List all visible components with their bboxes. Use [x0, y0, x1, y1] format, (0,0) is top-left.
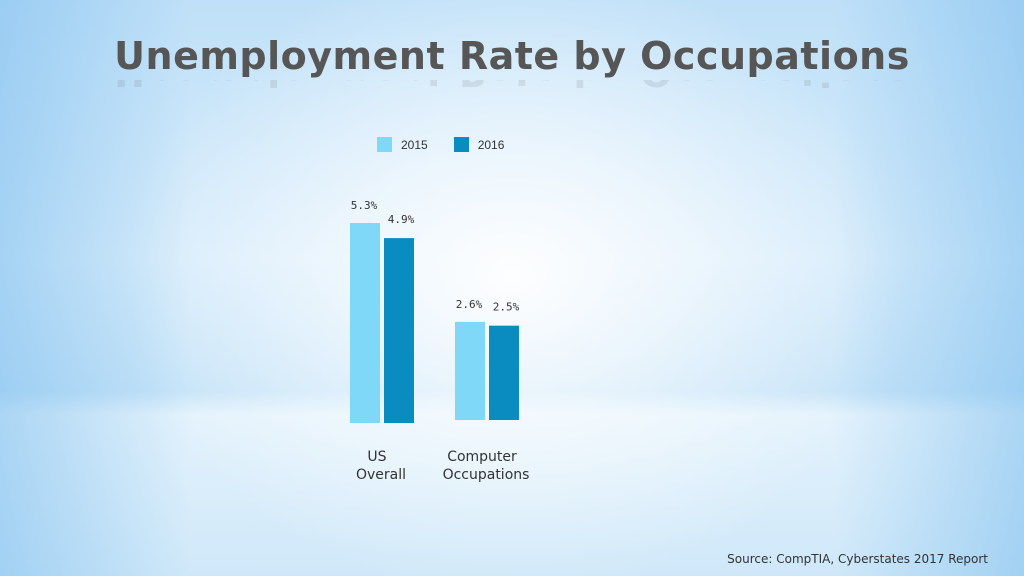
- legend-item-2016: 2016: [453, 137, 505, 152]
- chart-title: Unemployment Rate by Occupations: [114, 34, 910, 78]
- background-left-shade: [0, 0, 190, 576]
- category-label-0-line-1: Overall: [356, 467, 406, 483]
- legend-swatch-2016: [453, 137, 469, 152]
- background-right-shade: [834, 0, 1024, 576]
- legend-item-2015: 2015: [377, 137, 428, 152]
- legend-label-2015: 2015: [401, 137, 428, 152]
- data-label-2015-0: 5.3%: [351, 199, 378, 212]
- bar-2016-0: [384, 238, 414, 423]
- bar-2015-0: [350, 223, 380, 423]
- legend-label-2016: 2016: [477, 137, 505, 152]
- data-label-2016-0: 4.9%: [388, 213, 415, 226]
- chart-legend: 2015 2016: [377, 137, 504, 152]
- data-label-2015-1: 2.6%: [456, 298, 483, 311]
- bar-2016-1: [489, 325, 519, 420]
- data-label-2016-1: 2.5%: [493, 301, 520, 314]
- category-label-1-line-0: Computer: [447, 449, 517, 465]
- legend-swatch-2015: [377, 137, 392, 152]
- source-note: Source: CompTIA, Cyberstates 2017 Report: [727, 552, 988, 566]
- category-label-1-line-1: Occupations: [443, 467, 530, 483]
- category-label-0-line-0: US: [367, 449, 386, 465]
- bar-2015-1: [455, 321, 485, 420]
